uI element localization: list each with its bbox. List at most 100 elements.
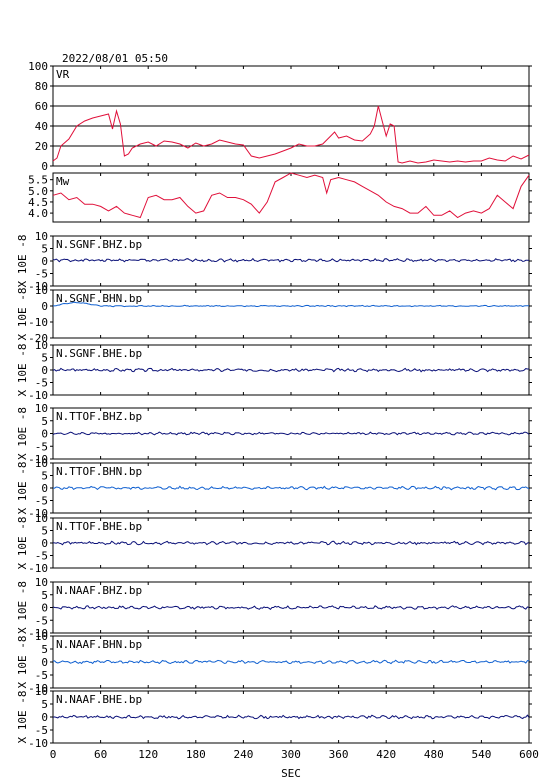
panel-label: N.SGNF.BHZ.bp [56,238,142,251]
y-tick-label: 10 [35,339,48,352]
y-tick-label: 0 [41,160,48,173]
y-tick-label: -5 [35,550,48,563]
y-tick-label: 5 [41,698,48,711]
y-tick-label: 10 [35,576,48,589]
y-tick-label: -5 [35,724,48,737]
y-tick-label: 10 [35,512,48,525]
y-tick-label: 5 [41,470,48,483]
y-tick-label: -5 [35,440,48,453]
series-line [52,659,530,665]
y-tick-label: -10 [28,682,48,695]
y-tick-label: -5 [35,495,48,508]
y-tick-label: 0 [41,656,48,669]
panel-label: N.SGNF.BHE.bp [56,347,142,360]
panel-label: VR [56,68,70,81]
series-line [52,105,530,164]
panel-frame [52,172,530,223]
panel-label: N.TTOF.BHN.bp [56,465,142,478]
panel-label: N.NAAF.BHZ.bp [56,584,142,597]
y-tick-label: -10 [28,316,48,329]
series-line [52,540,530,546]
x-tick-label: 240 [233,748,253,761]
panel-label: N.NAAF.BHE.bp [56,693,142,706]
series-line [52,257,530,263]
panel-mw: 4.04.55.05.5 Mw [28,172,532,223]
y-tick-label: -10 [28,389,48,402]
y-axis-label: X 10E -8 [16,636,29,689]
y-tick-label: -5 [35,268,48,281]
series-line [52,431,530,436]
series-line [52,301,529,308]
y-axis-label: X 10E -8 [16,517,29,570]
y-axis-label: X 10E -8 [16,235,29,288]
y-axis-label: X 10E -8 [16,691,29,744]
y-axis-label: X 10E -8 [16,462,29,515]
y-tick-label: 10 [35,230,48,243]
y-axis-label: X 10E -8 [16,288,29,341]
y-tick-label: 5.0 [28,185,48,198]
panel-n-sgnf-bhn-bp: -20 -10 0 10 N.SGNF.BHN.bp X 10E -8 [16,284,532,345]
y-tick-label: 0 [41,711,48,724]
y-tick-label: 5 [41,415,48,428]
x-axis: 0 60 120 180 240 300 360 420 480 540 600 [50,748,539,761]
y-axis-label: X 10E -8 [16,344,29,397]
y-tick-label: 40 [35,120,48,133]
series-line [52,485,530,491]
series-line [52,714,530,720]
panel-label: Mw [56,175,70,188]
y-axis-label: X 10E -8 [16,407,29,460]
y-tick-label: -10 [28,737,48,750]
y-tick-label: -5 [35,614,48,627]
panel-frame [52,65,530,167]
y-tick-label: 100 [28,60,48,73]
y-tick-label: 80 [35,80,48,93]
x-tick-label: 600 [519,748,539,761]
y-tick-label: 0 [41,300,48,313]
y-tick-label: 4.5 [28,196,48,209]
y-tick-label: -5 [35,377,48,390]
x-tick-label: 540 [471,748,491,761]
x-tick-label: 360 [329,748,349,761]
x-tick-label: 180 [186,748,206,761]
y-axis-label: X 10E -8 [16,581,29,634]
y-tick-label: 0 [41,428,48,441]
x-tick-label: 0 [50,748,57,761]
y-tick-label: 5 [41,643,48,656]
y-tick-label: 0 [41,482,48,495]
y-tick-label: 10 [35,685,48,698]
y-tick-label: -10 [28,507,48,520]
y-tick-label: 10 [35,457,48,470]
y-tick-label: -10 [28,627,48,640]
y-tick-label: 5 [41,352,48,365]
y-tick-label: 10 [35,630,48,643]
panel-label: N.TTOF.BHZ.bp [56,410,142,423]
y-tick-label: 4.0 [28,207,48,220]
panel-label: N.TTOF.BHE.bp [56,520,142,533]
y-tick-label: -10 [28,280,48,293]
y-tick-label: 5 [41,525,48,538]
y-tick-label: 20 [35,140,48,153]
y-tick-label: 0 [41,255,48,268]
y-tick-label: 0 [41,537,48,550]
panel-label: N.SGNF.BHN.bp [56,292,142,305]
panel-label: N.NAAF.BHN.bp [56,638,142,651]
y-tick-label: -10 [28,562,48,575]
x-tick-label: 480 [424,748,444,761]
x-tick-label: 120 [138,748,158,761]
panel-vr: 0 20 40 60 80 100 VR [28,60,532,173]
x-tick-label: 60 [94,748,107,761]
x-axis-label: SEC [281,767,301,780]
y-tick-label: 0 [41,602,48,615]
figure-timestamp: 2022/08/01 05:50 [62,52,168,65]
y-tick-label: 10 [35,402,48,415]
x-tick-label: 300 [281,748,301,761]
